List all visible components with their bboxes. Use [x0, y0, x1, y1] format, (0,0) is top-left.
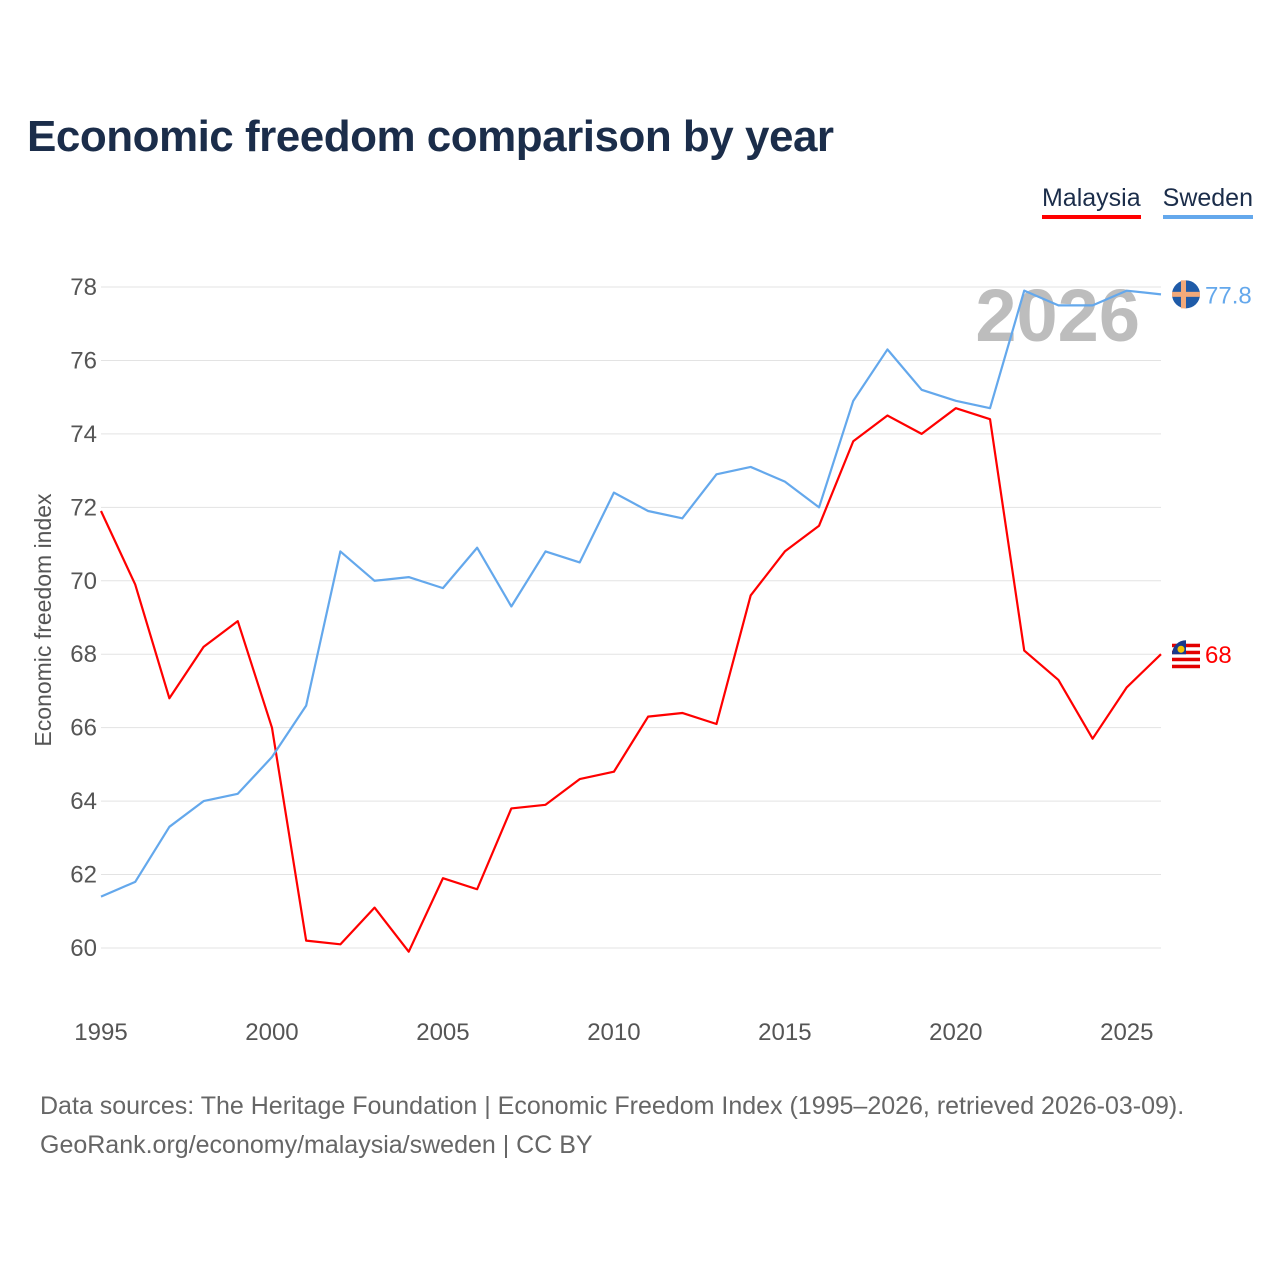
x-tick-label: 2005 — [416, 1019, 469, 1046]
legend-malaysia[interactable]: Malaysia — [1041, 184, 1141, 219]
year-watermark: 2026 — [975, 274, 1140, 357]
x-tick-label: 2020 — [929, 1019, 982, 1046]
x-tick-label: 2015 — [758, 1019, 811, 1046]
end-value-label: 77.8 — [1205, 282, 1252, 309]
end-value-label: 68 — [1205, 642, 1232, 669]
footer-link[interactable]: GeoRank.org/economy/malaysia/sweden | CC… — [40, 1131, 593, 1159]
y-tick-label: 62 — [70, 862, 97, 889]
chart-title: Economic freedom comparison by year — [27, 112, 834, 161]
y-tick-label: 60 — [70, 935, 97, 962]
y-tick-label: 64 — [70, 788, 97, 815]
y-tick-label: 70 — [70, 568, 97, 595]
x-tick-label: 2010 — [587, 1019, 640, 1046]
malaysia-flag-icon — [1172, 640, 1200, 669]
y-axis-label: Economic freedom index — [30, 493, 56, 747]
x-tick-label: 2000 — [245, 1019, 298, 1046]
y-tick-label: 72 — [70, 494, 97, 521]
series-line-sweden[interactable] — [100, 289, 1162, 898]
y-tick-label: 74 — [70, 421, 97, 448]
footer: Data sources: The Heritage Foundation | … — [40, 1087, 1184, 1165]
x-tick-label: 1995 — [74, 1019, 127, 1046]
y-tick-label: 78 — [70, 274, 97, 301]
footer-sources: Data sources: The Heritage Foundation | … — [40, 1092, 1185, 1120]
y-tick-label: 76 — [70, 347, 97, 374]
sweden-flag-icon — [1172, 280, 1200, 309]
legend: Malaysia Sweden — [1041, 184, 1253, 219]
x-tick-label: 2025 — [1100, 1019, 1153, 1046]
y-tick-label: 68 — [70, 641, 97, 668]
y-tick-label: 66 — [70, 715, 97, 742]
legend-sweden[interactable]: Sweden — [1162, 184, 1253, 219]
series-line-malaysia[interactable] — [100, 407, 1162, 953]
